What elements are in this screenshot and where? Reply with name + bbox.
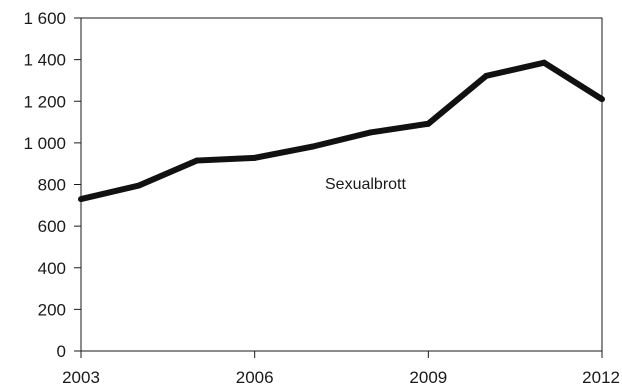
data-point — [541, 59, 548, 66]
x-tick-label: 2012 — [582, 368, 620, 387]
data-point — [78, 196, 84, 203]
data-point — [367, 129, 374, 136]
x-axis: 2003 2006 2009 2012 — [62, 351, 620, 387]
y-tick-label: 1 200 — [23, 92, 66, 111]
y-tick-label: 400 — [38, 259, 66, 278]
data-point — [425, 120, 432, 127]
x-tick-label: 2009 — [409, 368, 447, 387]
data-point — [483, 72, 490, 79]
data-point — [599, 96, 605, 103]
y-tick-label: 1 400 — [23, 51, 66, 70]
y-tick-label: 200 — [38, 300, 66, 319]
series-layer — [78, 59, 605, 203]
data-point — [251, 154, 258, 161]
data-point — [309, 143, 316, 150]
x-tick-label: 2006 — [236, 368, 274, 387]
y-tick-label: 600 — [38, 217, 66, 236]
y-axis: 0 200 400 600 800 1 000 1 200 1 400 1 600 — [23, 9, 81, 361]
y-tick-label: 0 — [57, 342, 66, 361]
data-point — [135, 182, 142, 189]
x-tick-label: 2003 — [62, 368, 100, 387]
data-point — [193, 157, 200, 164]
y-tick-label: 1 000 — [23, 134, 66, 153]
y-tick-label: 800 — [38, 176, 66, 195]
series-label: Sexualbrott — [325, 176, 406, 193]
y-tick-label: 1 600 — [23, 9, 66, 28]
series-line — [80, 59, 604, 202]
